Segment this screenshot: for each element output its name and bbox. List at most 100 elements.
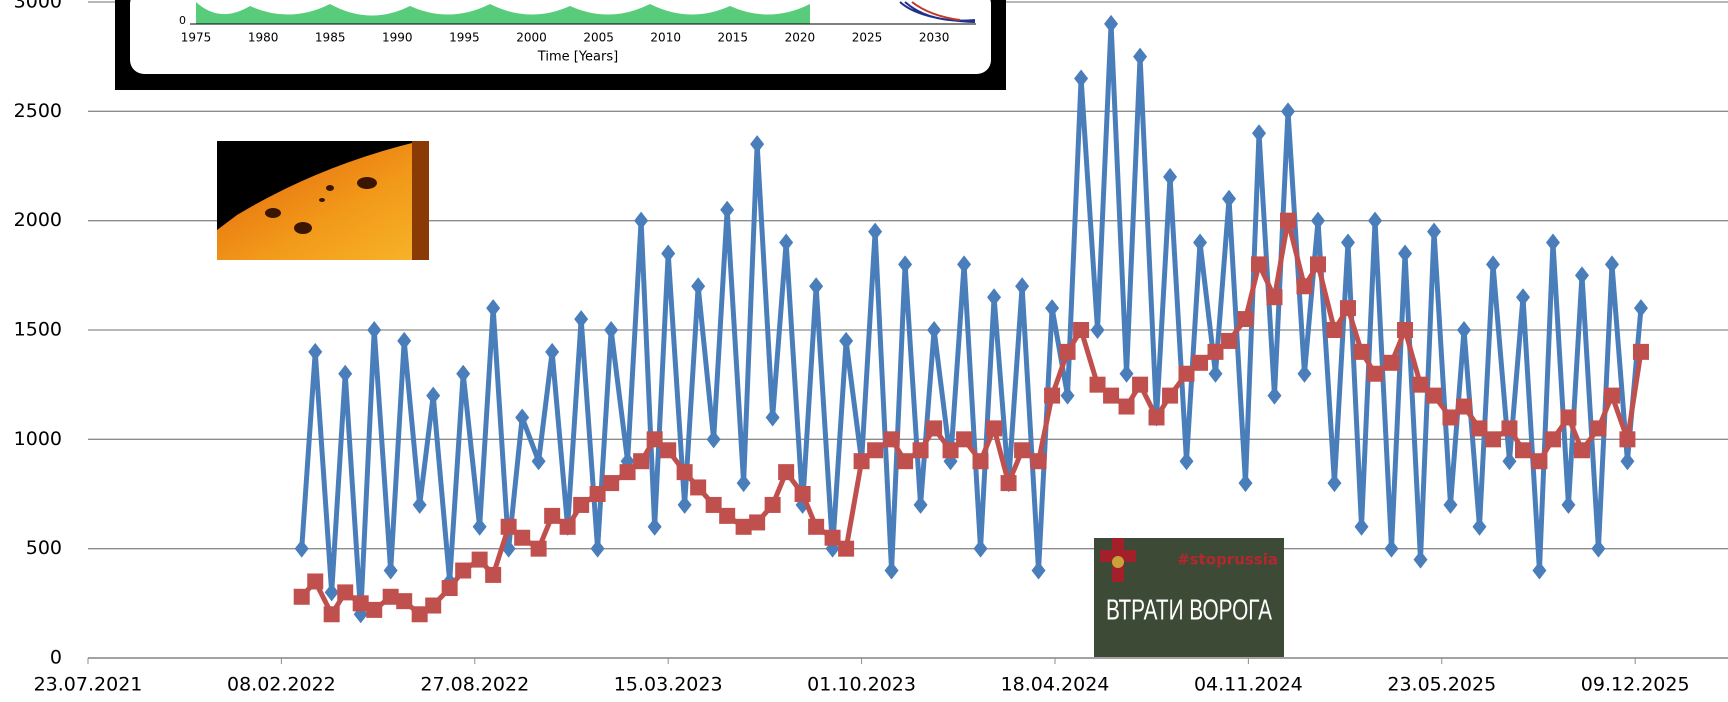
marker: [1310, 256, 1326, 273]
sun-space: [217, 141, 420, 230]
marker: [485, 566, 502, 583]
marker: [839, 331, 854, 350]
marker: [1031, 561, 1046, 580]
marker: [913, 495, 928, 514]
marker: [559, 518, 576, 535]
marker: [1427, 222, 1442, 241]
marker: [1238, 474, 1253, 493]
marker: [868, 222, 883, 241]
marker: [926, 420, 943, 437]
inset-year: 2020: [785, 31, 816, 45]
marker: [1340, 233, 1355, 252]
marker: [455, 562, 472, 579]
sunspots: [265, 177, 377, 234]
marker: [764, 496, 781, 513]
marker: [824, 529, 841, 546]
inset-year: 1985: [315, 31, 346, 45]
marker: [604, 321, 619, 339]
marker: [1457, 321, 1472, 339]
marker: [1015, 277, 1030, 296]
marker: [573, 496, 590, 513]
marker: [957, 255, 972, 274]
marker: [1311, 211, 1325, 230]
insets: 0 1975 1980 1985 1990 1995 2000 2005 2010 2015 20…: [115, 0, 1284, 657]
marker: [1353, 343, 1370, 360]
marker: [1590, 420, 1607, 437]
marker: [927, 321, 942, 339]
marker: [1619, 431, 1636, 448]
marker: [1326, 322, 1343, 338]
marker: [1118, 398, 1135, 415]
marker: [383, 561, 398, 580]
marker: [396, 593, 413, 610]
marker: [515, 408, 530, 427]
marker: [1412, 376, 1429, 393]
series-line: [299, 21, 1644, 617]
marker: [1633, 299, 1648, 318]
marker: [647, 517, 662, 536]
marker: [1090, 321, 1105, 339]
marker: [531, 452, 546, 471]
marker: [1251, 256, 1268, 273]
marker: [1074, 69, 1089, 88]
badge-title: ВТРАТИ ВОРОГА: [1106, 594, 1272, 626]
marker: [1574, 266, 1589, 285]
marker: [472, 517, 487, 536]
marker: [426, 386, 441, 405]
y-tick-label: 2500: [14, 100, 62, 122]
marker: [619, 464, 636, 481]
inset-xlabel: Time [Years]: [537, 50, 618, 65]
inset-year: 1980: [248, 31, 279, 45]
marker: [1339, 300, 1356, 317]
x-tick-label: 27.08.2022: [420, 674, 529, 696]
marker: [324, 583, 339, 602]
marker: [1591, 539, 1606, 558]
marker: [808, 518, 825, 535]
x-tick-label: 08.02.2022: [227, 674, 336, 696]
marker: [1267, 386, 1282, 405]
marker: [1089, 376, 1106, 393]
marker: [323, 606, 340, 623]
marker: [308, 342, 323, 361]
marker: [366, 601, 383, 618]
marker: [1133, 47, 1148, 66]
marker: [1471, 420, 1488, 437]
marker: [749, 514, 766, 531]
marker: [397, 331, 412, 350]
inset-year: 1990: [382, 31, 413, 45]
marker: [603, 475, 620, 492]
marker: [1544, 431, 1561, 448]
marker: [1162, 387, 1179, 404]
marker: [691, 277, 706, 296]
marker: [1178, 365, 1195, 382]
marker: [412, 495, 427, 514]
marker: [1193, 233, 1208, 252]
marker: [1603, 387, 1620, 404]
marker: [1398, 244, 1413, 263]
marker: [337, 584, 354, 601]
marker: [794, 486, 811, 502]
marker: [1383, 354, 1400, 371]
x-tick-label: 18.04.2024: [1001, 674, 1110, 696]
inset-cycles: [196, 2, 810, 24]
marker: [1014, 442, 1031, 459]
marker: [1030, 453, 1047, 470]
marker: [1327, 474, 1342, 493]
marker: [1368, 211, 1383, 230]
marker: [867, 442, 884, 459]
inset-forecast: [899, 1, 976, 23]
inset-year: 2030: [919, 31, 950, 45]
marker: [942, 442, 959, 459]
marker: [411, 606, 428, 623]
marker: [294, 539, 309, 558]
marker: [972, 453, 989, 470]
marker: [1000, 475, 1017, 492]
marker: [456, 364, 471, 383]
marker: [1515, 442, 1531, 459]
marker: [1045, 299, 1060, 318]
marker: [661, 244, 676, 263]
marker: [1516, 288, 1530, 307]
marker: [1119, 364, 1134, 383]
marker: [486, 299, 501, 318]
x-tick-label: 23.07.2021: [34, 674, 143, 696]
